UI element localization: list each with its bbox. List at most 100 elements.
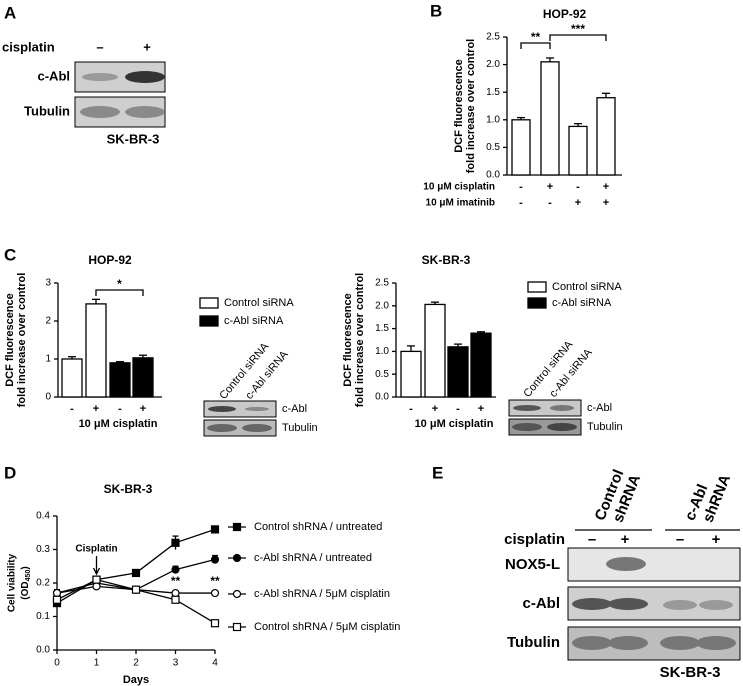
- legend-label: Control shRNA / untreated: [254, 521, 382, 533]
- panel-label: B: [430, 1, 442, 20]
- band: [606, 557, 646, 571]
- legend-marker: [232, 622, 242, 632]
- treatment-label: cisplatin: [2, 39, 55, 54]
- marker: [210, 525, 220, 534]
- y-axis-unit: ): [20, 566, 31, 569]
- condition-sign: -: [456, 403, 460, 415]
- y-tick-label: 0.0: [486, 170, 500, 181]
- blot-a: cisplatin – + c-Abl Tubulin SK-BR-3: [2, 39, 166, 146]
- condition-sign: +: [603, 197, 609, 209]
- band: [125, 106, 165, 118]
- condition-sign: +: [575, 197, 581, 209]
- annotation-arrow: [92, 556, 101, 576]
- bar: [400, 350, 422, 398]
- marker: [131, 585, 141, 594]
- y-tick-label: 0.0: [36, 645, 50, 656]
- y-axis-label: (OD450): [20, 566, 33, 599]
- row-label: Tubulin: [282, 422, 318, 434]
- band: [663, 600, 697, 610]
- condition-label: 10 μM cisplatin: [79, 418, 158, 430]
- band: [660, 636, 700, 650]
- y-axis-label: fold increase over control: [354, 273, 366, 407]
- bar: [470, 332, 492, 398]
- chart-title: SK-BR-3: [422, 253, 471, 267]
- x-tick-label: 0: [54, 658, 60, 669]
- y-axis-label: fold increase over control: [16, 273, 28, 407]
- lane-label: –: [96, 39, 103, 54]
- condition-sign: +: [603, 181, 609, 193]
- y-axis-label: fold increase over control: [465, 39, 477, 173]
- y-tick-label: 0: [45, 392, 51, 403]
- marker: [210, 588, 220, 598]
- y-tick-label: 2.5: [486, 32, 500, 43]
- legend-marker: [232, 522, 242, 532]
- significance-bracket: [95, 289, 144, 296]
- y-tick-label: 2.5: [375, 278, 389, 289]
- marker: [171, 538, 180, 547]
- bar: [61, 358, 83, 398]
- y-tick-label: 2: [45, 316, 51, 327]
- row-label: Tubulin: [24, 103, 70, 118]
- condition-sign: -: [519, 197, 523, 209]
- marker: [52, 595, 62, 604]
- y-tick-label: 0.4: [36, 511, 50, 522]
- condition-sign: -: [70, 403, 74, 415]
- lane-label: +: [712, 531, 721, 548]
- legend-label: Control siRNA: [552, 281, 622, 293]
- y-axis-label: DCF fluorescence: [4, 293, 16, 387]
- x-tick-label: 3: [173, 658, 179, 669]
- legend-label: c-Abl shRNA / 5μM cisplatin: [254, 588, 390, 600]
- y-tick-label: 3: [45, 278, 51, 289]
- band: [608, 598, 648, 610]
- y-tick-label: 0.5: [375, 369, 389, 380]
- condition-sign: -: [548, 197, 552, 209]
- y-tick-label: 2.0: [375, 300, 389, 311]
- panel-label: A: [4, 3, 16, 22]
- band: [207, 424, 237, 432]
- marker: [210, 555, 220, 564]
- condition-sign: -: [118, 403, 122, 415]
- marker: [131, 568, 141, 578]
- bar: [511, 119, 531, 176]
- lane-label: +: [621, 531, 630, 548]
- significance-label: *: [117, 277, 122, 291]
- panel-label: C: [4, 245, 16, 264]
- condition-sign: -: [409, 403, 413, 415]
- y-tick-label: 0.3: [36, 544, 50, 555]
- y-tick-label: 0.5: [486, 142, 500, 153]
- row-label: c-Abl: [523, 595, 561, 612]
- y-axis-label: DCF fluorescence: [453, 59, 465, 153]
- marker: [52, 588, 62, 598]
- bar: [596, 97, 616, 176]
- annotation: Cisplatin: [75, 544, 117, 555]
- x-tick-label: 2: [133, 658, 139, 669]
- marker: [171, 588, 180, 598]
- condition-sign: +: [140, 403, 146, 415]
- bar: [447, 346, 469, 398]
- band: [547, 423, 577, 431]
- band: [512, 423, 542, 431]
- chart-title: HOP-92: [88, 253, 132, 267]
- row-label: c-Abl: [282, 403, 307, 415]
- band: [572, 598, 612, 610]
- significance-bracket: [520, 42, 551, 49]
- panel-label: D: [4, 463, 16, 482]
- bar: [424, 303, 446, 398]
- bar: [85, 303, 107, 398]
- band: [513, 405, 541, 411]
- y-tick-label: 1.0: [375, 346, 389, 357]
- blot-c-left: Control siRNA c-Abl siRNA c-Abl Tubulin: [203, 340, 318, 437]
- cell-line: SK-BR-3: [107, 131, 160, 146]
- y-axis-unit: 450: [25, 570, 32, 582]
- legend-swatch: [199, 315, 219, 327]
- y-tick-label: 1: [45, 354, 51, 365]
- y-tick-label: 2.0: [486, 59, 500, 70]
- band: [80, 106, 120, 118]
- y-tick-label: 0.1: [36, 611, 50, 622]
- significance-label: ***: [571, 22, 585, 36]
- condition-label: 10 μM cisplatin: [415, 418, 494, 430]
- x-tick-label: 4: [212, 658, 218, 669]
- row-label: c-Abl: [587, 402, 612, 414]
- x-tick-label: 1: [94, 658, 100, 669]
- bar: [540, 61, 560, 176]
